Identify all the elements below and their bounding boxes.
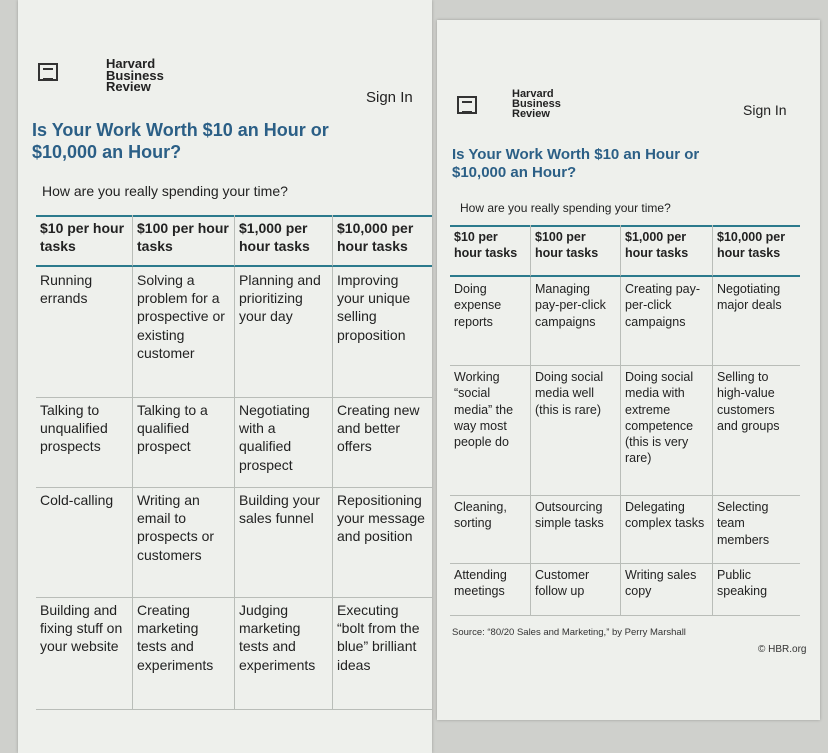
table-cell: Improving your unique selling propositio… xyxy=(332,267,432,397)
table-cell: Managing pay-per-click campaigns xyxy=(530,277,620,365)
page xyxy=(437,20,820,720)
table-cell: Doing social media with extreme competen… xyxy=(620,365,712,495)
subtitle: How are you really spending your time? xyxy=(460,201,671,215)
table-cell: Writing sales copy xyxy=(620,563,712,615)
table-cell: Writing an email to prospects or custome… xyxy=(132,487,234,597)
copyright: © HBR.org xyxy=(758,644,807,655)
table-cell: Doing social media well (this is rare) xyxy=(530,365,620,495)
table-cell: Selecting team members xyxy=(712,495,800,563)
table-cell: Creating marketing tests and experiments xyxy=(132,597,234,709)
logo: Harvard Business Review xyxy=(512,88,561,120)
table-cell: Solving a problem for a prospective or e… xyxy=(132,267,234,397)
table-cell: Cold-calling xyxy=(40,492,114,508)
table-cell: Building and fixing stuff on your websit… xyxy=(40,602,123,655)
header-cell: $10,000 per hour tasks xyxy=(712,225,800,277)
table-cell: Doing expense reports xyxy=(454,282,502,329)
sign-in-link[interactable]: Sign In xyxy=(366,89,413,106)
source-note: Source: “80/20 Sales and Marketing,” by … xyxy=(452,627,686,638)
table-top-rule xyxy=(450,225,800,227)
table-cell: Selling to high-value customers and grou… xyxy=(712,365,800,495)
row-rule xyxy=(450,365,800,366)
header-cell: $10 per hour tasks xyxy=(36,215,132,267)
logo: Harvard Business Review xyxy=(106,56,164,95)
row-rule xyxy=(450,495,800,496)
table-cell: Talking to unqualified prospects xyxy=(40,402,108,455)
table-cell: Judging marketing tests and experiments xyxy=(234,597,332,709)
table-cell: Planning and prioritizing your day xyxy=(234,267,332,397)
table-cell: Attending meetings xyxy=(454,568,507,599)
row-rule xyxy=(36,709,432,710)
table-cell: Executing “bolt from the blue” brilliant… xyxy=(332,597,432,709)
table-cell: Creating pay-per-click campaigns xyxy=(620,277,712,365)
article-title: Is Your Work Worth $10 an Hour or $10,00… xyxy=(32,120,329,162)
table-cell: Public speaking xyxy=(712,563,800,615)
menu-icon xyxy=(457,96,477,114)
table-cell: Running errands xyxy=(40,272,93,307)
table-cell: Customer follow up xyxy=(530,563,620,615)
table-cell: Building your sales funnel xyxy=(234,487,332,597)
table-cell: Negotiating major deals xyxy=(712,277,800,365)
table-cell: Negotiating with a qualified prospect xyxy=(234,397,332,487)
table-cell: Talking to a qualified prospect xyxy=(132,397,234,487)
row-rule xyxy=(450,563,800,564)
row-rule xyxy=(450,615,800,616)
header-cell: $100 per hour tasks xyxy=(530,225,620,277)
header-cell: $100 per hour tasks xyxy=(132,215,234,267)
header-cell: $10 per hour tasks xyxy=(450,225,530,277)
menu-icon xyxy=(38,63,58,81)
header-cell: $1,000 per hour tasks xyxy=(620,225,712,277)
table-cell: Repositioning your message and position xyxy=(332,487,432,597)
table-cell: Creating new and better offers xyxy=(332,397,432,487)
header-cell: $10,000 per hour tasks xyxy=(332,215,432,267)
table-cell: Cleaning, sorting xyxy=(454,500,507,531)
subtitle: How are you really spending your time? xyxy=(42,183,288,199)
header-cell: $1,000 per hour tasks xyxy=(234,215,332,267)
table-cell: Delegating complex tasks xyxy=(620,495,712,563)
article-title: Is Your Work Worth $10 an Hour or $10,00… xyxy=(452,146,700,181)
page xyxy=(18,0,432,753)
table-cell: Working “social media” the way most peop… xyxy=(454,370,514,449)
sign-in-link[interactable]: Sign In xyxy=(743,102,787,118)
table-cell: Outsourcing simple tasks xyxy=(530,495,620,563)
